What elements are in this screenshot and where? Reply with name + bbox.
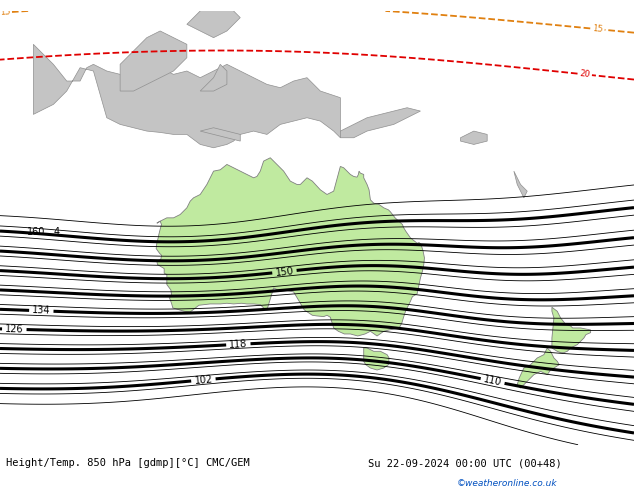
- Polygon shape: [552, 307, 591, 353]
- Polygon shape: [460, 131, 487, 145]
- Text: 15: 15: [0, 8, 10, 17]
- Polygon shape: [364, 348, 389, 370]
- Text: 160: 160: [27, 226, 45, 237]
- Polygon shape: [514, 171, 527, 198]
- Polygon shape: [120, 31, 187, 91]
- Text: 110: 110: [482, 374, 503, 388]
- Polygon shape: [340, 108, 420, 138]
- Text: ©weatheronline.co.uk: ©weatheronline.co.uk: [456, 479, 557, 488]
- Polygon shape: [200, 64, 227, 91]
- Polygon shape: [187, 0, 240, 38]
- Text: 118: 118: [229, 339, 248, 350]
- Polygon shape: [517, 348, 559, 388]
- Text: 20: 20: [579, 70, 590, 79]
- Polygon shape: [156, 158, 424, 336]
- Text: Su 22-09-2024 00:00 UTC (00+48): Su 22-09-2024 00:00 UTC (00+48): [368, 459, 562, 468]
- Polygon shape: [200, 128, 240, 141]
- Text: 134: 134: [32, 305, 51, 316]
- Text: 102: 102: [194, 374, 213, 386]
- Text: 4: 4: [53, 226, 60, 237]
- Text: 126: 126: [5, 324, 23, 335]
- Polygon shape: [34, 44, 340, 148]
- Text: 150: 150: [275, 266, 294, 278]
- Text: 15: 15: [592, 24, 603, 34]
- Text: Height/Temp. 850 hPa [gdmp][°C] CMC/GEM: Height/Temp. 850 hPa [gdmp][°C] CMC/GEM: [6, 459, 250, 468]
